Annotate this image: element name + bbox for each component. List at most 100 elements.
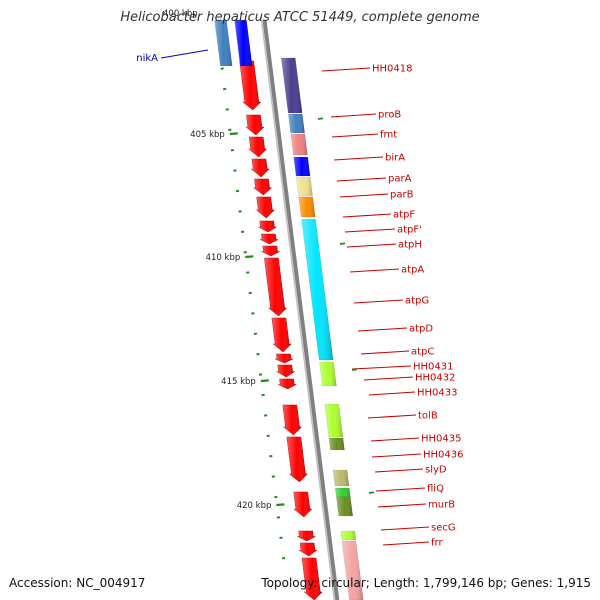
leader-HH0436 bbox=[371, 453, 422, 458]
forward-gene-shade bbox=[261, 246, 280, 256]
leader-atpD bbox=[357, 327, 408, 332]
cog-block-shade bbox=[324, 404, 343, 437]
gene-label-fmt: fmt bbox=[380, 130, 397, 141]
cog-block-shade bbox=[290, 134, 308, 155]
forward-gene-shade bbox=[282, 405, 302, 435]
cog-block-shade bbox=[281, 58, 303, 113]
forward-gene-shade bbox=[260, 234, 279, 244]
major-tick bbox=[229, 132, 238, 136]
leader-parA bbox=[336, 177, 387, 182]
forward-gene-shade bbox=[256, 197, 275, 218]
backbone-highlight bbox=[260, 19, 336, 600]
map-title: Helicobacter hepaticus ATCC 51449, compl… bbox=[120, 10, 480, 25]
gene-label-atpF': atpF' bbox=[397, 225, 422, 236]
leader-secG bbox=[380, 526, 430, 531]
forward-gene-shade bbox=[239, 61, 261, 110]
leader-frr bbox=[382, 541, 430, 546]
major-tick bbox=[260, 379, 269, 383]
forward-gene-shade bbox=[276, 365, 295, 377]
kbp-label: 405 kbp bbox=[190, 130, 225, 140]
kbp-label: 420 kbp bbox=[237, 501, 272, 511]
kbp-label: 410 kbp bbox=[206, 253, 241, 263]
gene-label-atpD: atpD bbox=[409, 324, 433, 335]
forward-gene-shade bbox=[264, 258, 287, 316]
leader-birA bbox=[333, 156, 384, 161]
leader-HH0418 bbox=[321, 67, 371, 72]
forward-gene-shade bbox=[299, 543, 318, 556]
leader-HH0432 bbox=[363, 376, 414, 381]
forward-gene-shade bbox=[253, 179, 272, 195]
gene-label-HH0432: HH0432 bbox=[415, 373, 456, 384]
forward-gene-shade bbox=[245, 115, 264, 135]
cog-block-shade bbox=[336, 497, 353, 516]
gene-label-atpF: atpF bbox=[393, 210, 415, 221]
gene-label-fliQ: fliQ bbox=[427, 484, 444, 495]
cog-block-shade bbox=[328, 438, 345, 450]
cog-block-shade bbox=[340, 531, 356, 540]
leader-tolB bbox=[367, 414, 417, 419]
forward-gene-shade bbox=[271, 318, 292, 352]
accession-label: Accession: NC_004917 bbox=[9, 576, 146, 590]
leader-atpF bbox=[342, 213, 392, 218]
nikA-gene-shade bbox=[234, 20, 253, 66]
leader-fliQ bbox=[375, 487, 426, 492]
leader-fmt bbox=[331, 133, 379, 138]
cog-block-shade bbox=[341, 541, 364, 600]
cog-block-shade bbox=[301, 219, 334, 360]
gene-label-HH0418: HH0418 bbox=[372, 64, 413, 75]
gene-label-murB: murB bbox=[428, 500, 455, 511]
forward-gene-shade bbox=[293, 492, 312, 517]
leader-atpG bbox=[353, 299, 404, 304]
forward-gene-shade bbox=[258, 221, 277, 232]
gene-label-atpA: atpA bbox=[401, 265, 424, 276]
cog-block-shade bbox=[293, 157, 311, 176]
forward-gene-shade bbox=[248, 137, 267, 157]
kbp-label: 415 kbp bbox=[221, 377, 256, 387]
leader-murB bbox=[377, 503, 427, 508]
leader-nikA bbox=[160, 49, 209, 59]
major-tick bbox=[276, 503, 285, 507]
strip-marker-3 bbox=[351, 368, 358, 371]
kbp-label-top: 400 kbp bbox=[163, 9, 198, 19]
major-tick bbox=[245, 255, 254, 259]
gene-label-HH0435: HH0435 bbox=[421, 434, 462, 445]
forward-gene-shade bbox=[278, 379, 297, 389]
leader-atpF' bbox=[344, 228, 396, 233]
gene-label-frr: frr bbox=[431, 538, 443, 549]
cog-block-shade bbox=[298, 197, 316, 217]
gene-label-parB: parB bbox=[390, 190, 414, 201]
gene-label-birA: birA bbox=[385, 153, 405, 164]
gene-label-HH0433: HH0433 bbox=[417, 388, 458, 399]
leader-atpA bbox=[349, 268, 400, 273]
forward-gene-shade bbox=[251, 159, 270, 177]
gene-label-slyD: slyD bbox=[425, 465, 447, 476]
forward-gene-shade bbox=[302, 558, 323, 600]
cog-block-shade bbox=[319, 362, 337, 386]
leader-atpH bbox=[346, 243, 397, 248]
forward-gene-shade bbox=[275, 354, 294, 363]
leader-proB bbox=[330, 113, 377, 118]
leader-HH0431 bbox=[351, 365, 412, 370]
leader-parB bbox=[339, 193, 389, 198]
backbone-line bbox=[262, 19, 340, 600]
gene-label-atpG: atpG bbox=[405, 296, 429, 307]
cog-block-shade bbox=[296, 177, 313, 196]
strip-marker-4 bbox=[368, 491, 375, 494]
leader-slyD bbox=[374, 468, 424, 473]
gene-label-atpC: atpC bbox=[411, 347, 434, 358]
strip-marker-1 bbox=[317, 117, 324, 120]
forward-gene-shade bbox=[286, 437, 308, 482]
gene-label-secG: secG bbox=[431, 523, 456, 534]
strip-marker-2 bbox=[339, 242, 346, 245]
gene-label-proB: proB bbox=[378, 110, 401, 121]
gene-label-HH0431: HH0431 bbox=[413, 362, 454, 373]
gene-label-atpH: atpH bbox=[398, 240, 422, 251]
gene-label-tolB: tolB bbox=[418, 411, 438, 422]
leader-HH0433 bbox=[368, 391, 416, 396]
gene-label-parA: parA bbox=[388, 174, 412, 185]
leader-atpC bbox=[360, 350, 410, 355]
leader-HH0435 bbox=[370, 437, 420, 442]
gene-label-HH0436: HH0436 bbox=[423, 450, 464, 461]
